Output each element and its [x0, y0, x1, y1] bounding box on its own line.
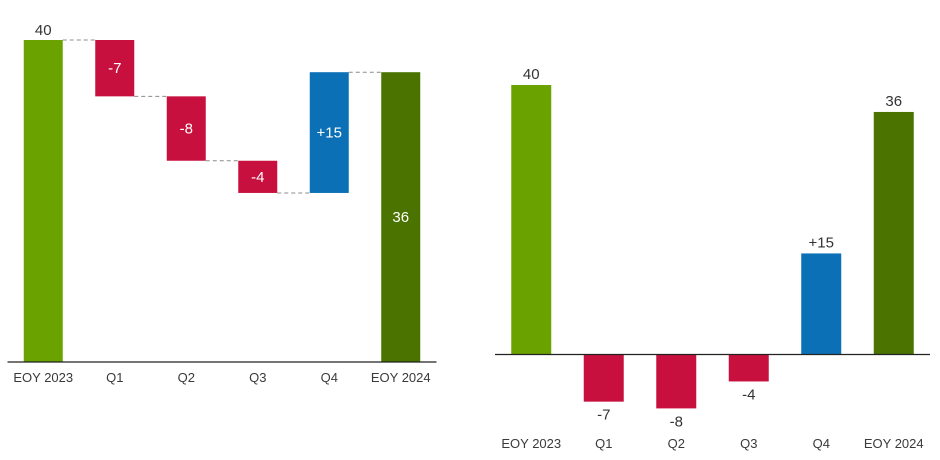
bar-decrease	[583, 354, 624, 402]
x-tick-label: Q4	[813, 436, 830, 451]
bar-decrease	[728, 354, 769, 382]
bar-increase	[309, 72, 349, 193]
bar-decrease	[656, 354, 697, 409]
bar-end	[381, 72, 421, 362]
x-tick-label: Q1	[106, 370, 123, 385]
bar-increase	[801, 253, 842, 355]
data-label: +15	[809, 234, 834, 251]
data-label: -8	[180, 121, 193, 138]
x-tick-label: Q2	[668, 436, 685, 451]
bar-end	[873, 111, 914, 355]
x-tick-label: Q1	[595, 436, 612, 451]
data-label: -7	[597, 407, 610, 424]
bar-decrease	[166, 96, 206, 161]
data-label: -4	[742, 386, 755, 403]
x-tick-label: EOY 2024	[371, 370, 431, 385]
data-label: 40	[35, 22, 52, 39]
bar-start	[23, 40, 63, 362]
x-tick-label: Q3	[249, 370, 266, 385]
signed-bar-chart: 40 EOY 2023 -7 Q1 -8 Q2 -4 Q3 +15 Q4 36 EOY 2024	[495, 66, 930, 451]
x-tick-label: Q2	[178, 370, 195, 385]
data-label: -4	[251, 169, 264, 186]
x-tick-label: EOY 2023	[13, 370, 73, 385]
data-label: +15	[317, 125, 342, 142]
x-tick-label: Q3	[740, 436, 757, 451]
x-tick-label: EOY 2024	[864, 436, 924, 451]
data-label: -7	[108, 60, 121, 77]
waterfall-chart: 40 EOY 2023 -7 Q1 -8 Q2 -4 Q3 +15 Q4 36 EOY 2024	[7, 22, 437, 385]
x-tick-label: Q4	[321, 370, 338, 385]
data-label: 36	[885, 93, 902, 110]
bar-decrease	[95, 40, 135, 97]
data-label: -8	[670, 413, 683, 430]
data-label: 40	[523, 66, 540, 83]
bar-decrease	[238, 160, 278, 193]
x-tick-label: EOY 2023	[501, 436, 561, 451]
bar-start	[511, 85, 552, 355]
data-label: 36	[392, 209, 409, 226]
